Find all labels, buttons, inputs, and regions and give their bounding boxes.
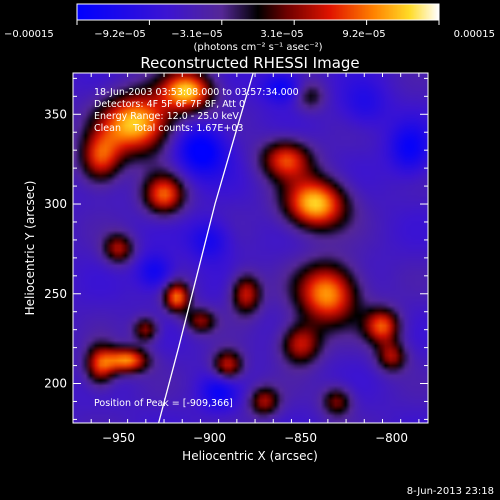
plot-frame bbox=[72, 72, 429, 424]
axis-ticks bbox=[72, 73, 428, 423]
annotation-peak-position: Position of Peak = [-909,366] bbox=[94, 398, 233, 409]
heatmap-image bbox=[73, 73, 428, 423]
annotation-clean-counts: Clean Total counts: 1.67E+03 bbox=[94, 123, 243, 134]
x-tick-label-3: −800 bbox=[375, 431, 408, 445]
y-tick-label-1: 250 bbox=[44, 287, 67, 301]
colorbar-tick-label-3: 3.1e−05 bbox=[260, 29, 303, 40]
colorbar: −0.00015 −9.2e−05 −3.1e−05 3.1e−05 9.2e−… bbox=[4, 3, 495, 53]
annotation-time-range: 18-Jun-2003 03:53:08.000 to 03:57:34.000 bbox=[94, 87, 299, 98]
colorbar-frame bbox=[76, 3, 440, 21]
x-tick-label-0: −950 bbox=[102, 431, 135, 445]
colorbar-tick-label-4: 9.2e−05 bbox=[342, 29, 385, 40]
solar-limb-curve bbox=[157, 73, 254, 423]
colorbar-tick-label-5: 0.00015 bbox=[454, 29, 495, 40]
annotation-energy-range: Energy Range: 12.0 - 25.0 keV bbox=[94, 111, 239, 122]
y-tick-label-3: 350 bbox=[44, 107, 67, 121]
y-axis-label: Heliocentric Y (arcsec) bbox=[23, 181, 37, 316]
annotation-detectors: Detectors: 4F 5F 6F 7F 8F, Att 0 bbox=[94, 99, 245, 110]
colorbar-tick-label-1: −9.2e−05 bbox=[94, 29, 146, 40]
colorbar-ticks bbox=[76, 20, 440, 25]
chart-title: Reconstructed RHESSI Image bbox=[140, 54, 359, 72]
colorbar-unit-label: (photons cm⁻² s⁻¹ asec⁻²) bbox=[193, 42, 322, 53]
colorbar-tick-label-0: −0.00015 bbox=[4, 29, 54, 40]
colorbar-gradient bbox=[77, 4, 439, 20]
x-axis-label: Heliocentric X (arcsec) bbox=[182, 449, 318, 463]
x-tick-label-2: −850 bbox=[284, 431, 317, 445]
plot-area: 18-Jun-2003 03:53:08.000 to 03:57:34.000… bbox=[72, 72, 429, 424]
colorbar-tick-label-2: −3.1e−05 bbox=[171, 29, 223, 40]
y-tick-label-2: 300 bbox=[44, 197, 67, 211]
x-tick-label-1: −900 bbox=[193, 431, 226, 445]
y-tick-label-0: 200 bbox=[44, 377, 67, 391]
footer-timestamp: 8-Jun-2013 23:18 bbox=[407, 486, 494, 497]
